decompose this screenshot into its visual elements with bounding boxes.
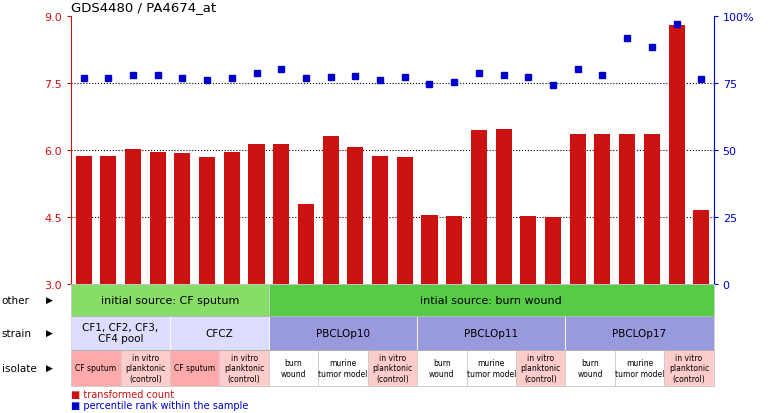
Text: ▶: ▶ bbox=[46, 328, 53, 337]
Text: CF sputum: CF sputum bbox=[174, 363, 215, 373]
Text: in vitro
planktonic
(control): in vitro planktonic (control) bbox=[669, 353, 709, 383]
Text: burn
wound: burn wound bbox=[429, 358, 454, 377]
Text: other: other bbox=[2, 295, 29, 305]
Text: initial source: CF sputum: initial source: CF sputum bbox=[101, 295, 239, 305]
Bar bbox=[694, 211, 709, 284]
Bar bbox=[323, 137, 339, 284]
Text: ▶: ▶ bbox=[46, 363, 53, 373]
Bar bbox=[273, 145, 289, 284]
Text: ■ percentile rank within the sample: ■ percentile rank within the sample bbox=[71, 401, 248, 411]
Bar bbox=[174, 154, 190, 284]
Bar bbox=[101, 156, 116, 284]
Bar bbox=[372, 157, 388, 284]
Text: strain: strain bbox=[2, 328, 32, 338]
Bar bbox=[570, 135, 586, 284]
Bar bbox=[644, 135, 660, 284]
Bar bbox=[422, 215, 437, 284]
Text: PBCLOp11: PBCLOp11 bbox=[464, 328, 519, 338]
Bar bbox=[76, 157, 91, 284]
Bar bbox=[471, 130, 487, 284]
Text: ■ transformed count: ■ transformed count bbox=[71, 389, 174, 399]
Text: murine
tumor model: murine tumor model bbox=[318, 358, 368, 377]
Text: PBCLOp10: PBCLOp10 bbox=[316, 328, 370, 338]
Text: murine
tumor model: murine tumor model bbox=[615, 358, 664, 377]
Text: GDS4480 / PA4674_at: GDS4480 / PA4674_at bbox=[71, 2, 217, 14]
Text: CF1, CF2, CF3,
CF4 pool: CF1, CF2, CF3, CF4 pool bbox=[83, 322, 159, 344]
Text: CFCZ: CFCZ bbox=[206, 328, 233, 338]
Bar bbox=[248, 145, 265, 284]
Bar bbox=[397, 158, 413, 284]
Text: in vitro
planktonic
(control): in vitro planktonic (control) bbox=[521, 353, 561, 383]
Text: CF sputum: CF sputum bbox=[75, 363, 116, 373]
Bar bbox=[125, 150, 141, 284]
Text: burn
wound: burn wound bbox=[577, 358, 603, 377]
Bar bbox=[199, 158, 215, 284]
Bar bbox=[520, 216, 536, 284]
Bar bbox=[669, 26, 684, 284]
Text: in vitro
planktonic
(control): in vitro planktonic (control) bbox=[372, 353, 413, 383]
Bar bbox=[619, 135, 635, 284]
Bar bbox=[298, 205, 314, 284]
Text: in vitro
planktonic
(control): in vitro planktonic (control) bbox=[224, 353, 264, 383]
Text: PBCLOp17: PBCLOp17 bbox=[612, 328, 666, 338]
Bar bbox=[224, 152, 240, 284]
Text: ▶: ▶ bbox=[46, 296, 53, 304]
Bar bbox=[348, 147, 363, 284]
Text: isolate: isolate bbox=[2, 363, 36, 373]
Bar bbox=[149, 152, 166, 284]
Text: murine
tumor model: murine tumor model bbox=[467, 358, 516, 377]
Bar bbox=[446, 216, 462, 284]
Text: burn
wound: burn wound bbox=[281, 358, 307, 377]
Bar bbox=[594, 135, 611, 284]
Text: in vitro
planktonic
(control): in vitro planktonic (control) bbox=[125, 353, 166, 383]
Bar bbox=[545, 217, 561, 284]
Bar bbox=[495, 129, 512, 284]
Text: intial source: burn wound: intial source: burn wound bbox=[420, 295, 562, 305]
